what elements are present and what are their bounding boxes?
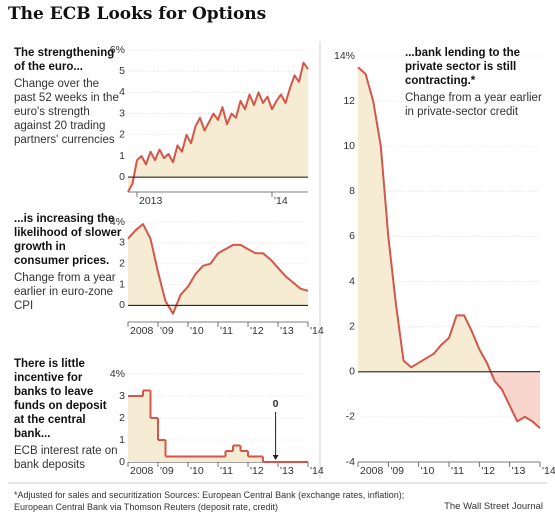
y-tick-label: 14%	[334, 50, 355, 62]
y-tick-label: 1	[119, 150, 125, 162]
footnote: *Adjusted for sales and securitization S…	[14, 490, 405, 512]
y-tick-label: 1	[119, 278, 125, 290]
text-block: ...bank lending to the private sector is…	[405, 46, 545, 119]
x-tick-label: 2008	[130, 465, 154, 477]
y-tick-label: 4	[349, 275, 355, 287]
x-tick-label: '10	[421, 465, 435, 477]
y-tick-label: 0	[119, 171, 125, 183]
y-tick-label: 0	[119, 456, 125, 468]
x-tick-label: '11	[220, 325, 233, 337]
graphic-title: The ECB Looks for Options	[8, 4, 267, 24]
y-tick-label: 3	[119, 237, 125, 249]
x-tick-label: '11	[220, 465, 233, 477]
y-tick-label: 6	[349, 230, 355, 242]
panel-title: ...bank lending to the private sector is…	[405, 47, 520, 87]
y-tick-label: 4%	[110, 216, 125, 228]
area	[128, 390, 308, 462]
y-tick-label: -4	[346, 456, 355, 468]
y-tick-label: 10	[343, 140, 355, 152]
area	[128, 224, 308, 314]
y-tick-label: 4%	[110, 368, 125, 380]
text-block: There is little incentive for banks to l…	[14, 357, 118, 472]
x-tick-label: '13	[280, 465, 294, 477]
y-tick-label: 4	[119, 86, 125, 98]
y-tick-label: 6%	[110, 44, 125, 56]
x-tick-label: '09	[160, 325, 174, 337]
y-tick-label: 12	[343, 95, 355, 107]
arrow-head	[272, 455, 279, 460]
credit: The Wall Street Journal	[444, 501, 543, 512]
panel-subtitle: Change from a year earlier in private-se…	[405, 92, 542, 118]
x-tick-label: 2008	[360, 465, 384, 477]
panel-subtitle: Change from a year earlier in euro-zone …	[14, 272, 116, 312]
y-tick-label: 2	[119, 412, 125, 424]
x-tick-label: '13	[280, 325, 294, 337]
panel-title: There is little incentive for banks to l…	[14, 358, 107, 440]
panel-subtitle: Change over the past 52 weeks in the eur…	[14, 78, 119, 146]
y-tick-label: 2	[119, 257, 125, 269]
x-tick-label: 2008	[130, 325, 154, 337]
y-tick-label: 3	[119, 107, 125, 119]
x-tick-label: '12	[250, 325, 264, 337]
y-tick-label: 1	[119, 434, 125, 446]
x-tick-label: '14	[274, 195, 288, 207]
y-tick-label: 2	[119, 129, 125, 141]
negative-area	[358, 371, 540, 429]
x-tick-label: '09	[160, 465, 174, 477]
y-tick-label: 8	[349, 185, 355, 197]
line	[127, 223, 309, 315]
x-tick-label: '14	[310, 325, 324, 337]
x-tick-label: '12	[481, 465, 495, 477]
x-tick-label: '10	[190, 465, 204, 477]
panel-title: ...is increasing the likelihood of slowe…	[14, 213, 122, 267]
y-tick-label: 5	[119, 65, 125, 77]
panel-subtitle: ECB interest rate on bank deposits	[14, 445, 118, 471]
area	[358, 67, 491, 372]
x-tick-label: 2013	[139, 195, 163, 207]
x-tick-label: '14	[542, 465, 555, 477]
x-tick-label: '13	[512, 465, 526, 477]
line	[357, 66, 541, 429]
panel-title: The strengthening of the euro...	[14, 47, 115, 73]
y-tick-label: 3	[119, 390, 125, 402]
area	[128, 62, 308, 193]
y-tick-label: -2	[346, 411, 355, 423]
x-tick-label: '09	[390, 465, 404, 477]
x-tick-label: '11	[451, 465, 464, 477]
text-block: The strengthening of the euro... Change …	[14, 46, 122, 147]
y-tick-label: 0	[119, 299, 125, 311]
y-tick-label: 0	[349, 366, 355, 378]
x-tick-label: '10	[190, 325, 204, 337]
line	[127, 61, 309, 193]
annotation: 0	[273, 398, 279, 410]
x-tick-label: '12	[250, 465, 264, 477]
x-tick-label: '14	[310, 465, 324, 477]
y-tick-label: 2	[349, 320, 355, 332]
text-block: ...is increasing the likelihood of slowe…	[14, 212, 122, 313]
